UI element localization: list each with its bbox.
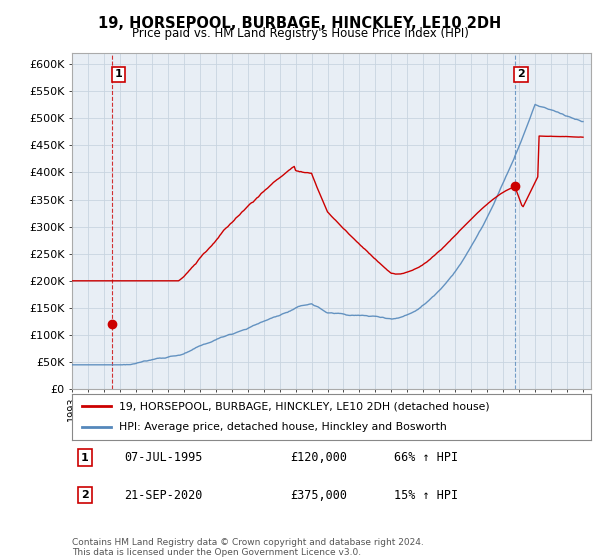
Text: £120,000: £120,000: [290, 451, 347, 464]
Text: 1: 1: [115, 69, 122, 80]
Text: 19, HORSEPOOL, BURBAGE, HINCKLEY, LE10 2DH (detached house): 19, HORSEPOOL, BURBAGE, HINCKLEY, LE10 2…: [119, 401, 490, 411]
Text: Price paid vs. HM Land Registry's House Price Index (HPI): Price paid vs. HM Land Registry's House …: [131, 27, 469, 40]
Text: Contains HM Land Registry data © Crown copyright and database right 2024.
This d: Contains HM Land Registry data © Crown c…: [72, 538, 424, 557]
Text: 1: 1: [81, 452, 89, 463]
Text: 15% ↑ HPI: 15% ↑ HPI: [394, 489, 458, 502]
Text: 66% ↑ HPI: 66% ↑ HPI: [394, 451, 458, 464]
Text: HPI: Average price, detached house, Hinckley and Bosworth: HPI: Average price, detached house, Hinc…: [119, 422, 446, 432]
Text: 2: 2: [81, 491, 89, 500]
Text: 07-JUL-1995: 07-JUL-1995: [124, 451, 202, 464]
Text: 21-SEP-2020: 21-SEP-2020: [124, 489, 202, 502]
Text: £375,000: £375,000: [290, 489, 347, 502]
Text: 19, HORSEPOOL, BURBAGE, HINCKLEY, LE10 2DH: 19, HORSEPOOL, BURBAGE, HINCKLEY, LE10 2…: [98, 16, 502, 31]
Text: 2: 2: [517, 69, 525, 80]
